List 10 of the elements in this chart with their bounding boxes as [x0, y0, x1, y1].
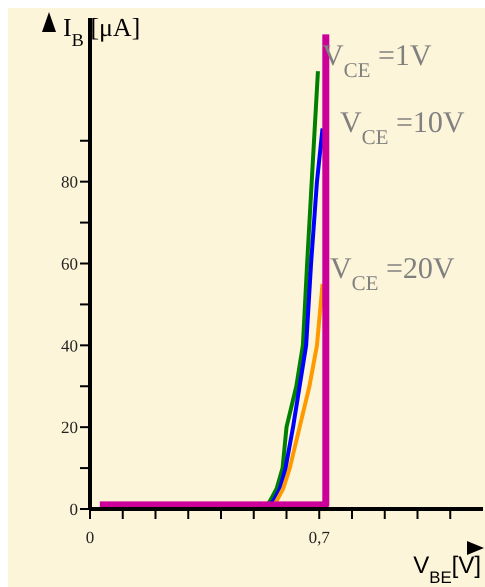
y-axis-title: I$_{B}$ [μA] [63, 13, 140, 50]
x-axis-title: V$_{BE}$[V] [413, 552, 481, 586]
y-tick-label: 20 [61, 418, 78, 438]
y-tick-label: 0 [70, 500, 78, 520]
x-tick-label: 0,7 [308, 528, 330, 548]
y-tick-label: 80 [61, 172, 78, 192]
y-tick-label: 40 [61, 336, 78, 356]
y-tick-label: 60 [61, 254, 78, 274]
annotation: V$_{CE}$ =10V [340, 106, 465, 149]
annotation: V$_{CE}$ =20V [330, 252, 455, 295]
